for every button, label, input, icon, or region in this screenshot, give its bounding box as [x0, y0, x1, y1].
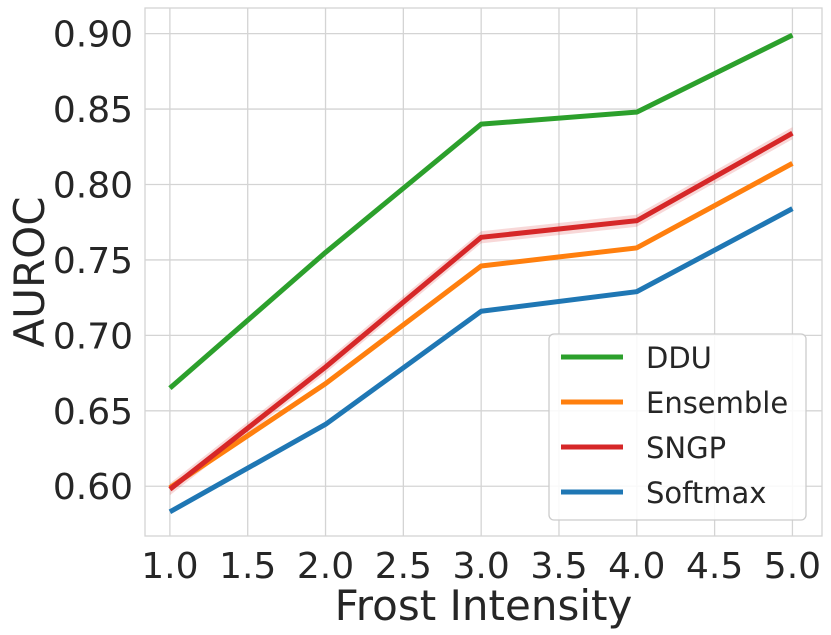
sngp-line — [168, 131, 794, 492]
softmax-line — [168, 206, 794, 515]
x-tick-label: 5.0 — [764, 546, 821, 587]
y-tick-label: 0.80 — [53, 166, 133, 207]
tick-labels: 1.0 1.5 2.0 2.5 3.0 3.5 4.0 4.5 5.0 0.60 0.65 0.70 0… — [53, 15, 821, 587]
x-tick-label: 3.0 — [453, 546, 510, 587]
grid — [145, 8, 822, 536]
y-tick-label: 0.85 — [53, 90, 133, 131]
x-tick-label: 4.0 — [608, 546, 665, 587]
legend-label-sngp: SNGP — [646, 431, 726, 465]
y-tick-label: 0.65 — [53, 392, 133, 433]
series-lines — [168, 32, 794, 515]
legend-label-softmax: Softmax — [646, 476, 766, 510]
legend-label-ddu: DDU — [646, 341, 712, 375]
x-tick-label: 3.5 — [530, 546, 587, 587]
x-axis-label: Frost Intensity — [335, 581, 633, 630]
ddu-line — [168, 32, 794, 391]
x-tick-label: 1.5 — [219, 546, 276, 587]
legend-box — [548, 333, 807, 521]
y-tick-label: 0.75 — [53, 241, 133, 282]
plot-frame — [144, 7, 823, 537]
y-axis-label: AUROC — [5, 196, 54, 347]
x-tick-label: 4.5 — [686, 546, 743, 587]
y-tick-label: 0.90 — [53, 15, 133, 56]
y-tick-label: 0.60 — [53, 467, 133, 508]
x-tick-label: 1.0 — [141, 546, 198, 587]
ensemble-line — [168, 161, 794, 490]
y-tick-label: 0.70 — [53, 316, 133, 357]
x-tick-label: 2.0 — [297, 546, 354, 587]
x-tick-label: 2.5 — [375, 546, 432, 587]
legend-label-ensemble: Ensemble — [646, 386, 788, 420]
legend: DDU Ensemble SNGP Softmax — [548, 333, 807, 521]
